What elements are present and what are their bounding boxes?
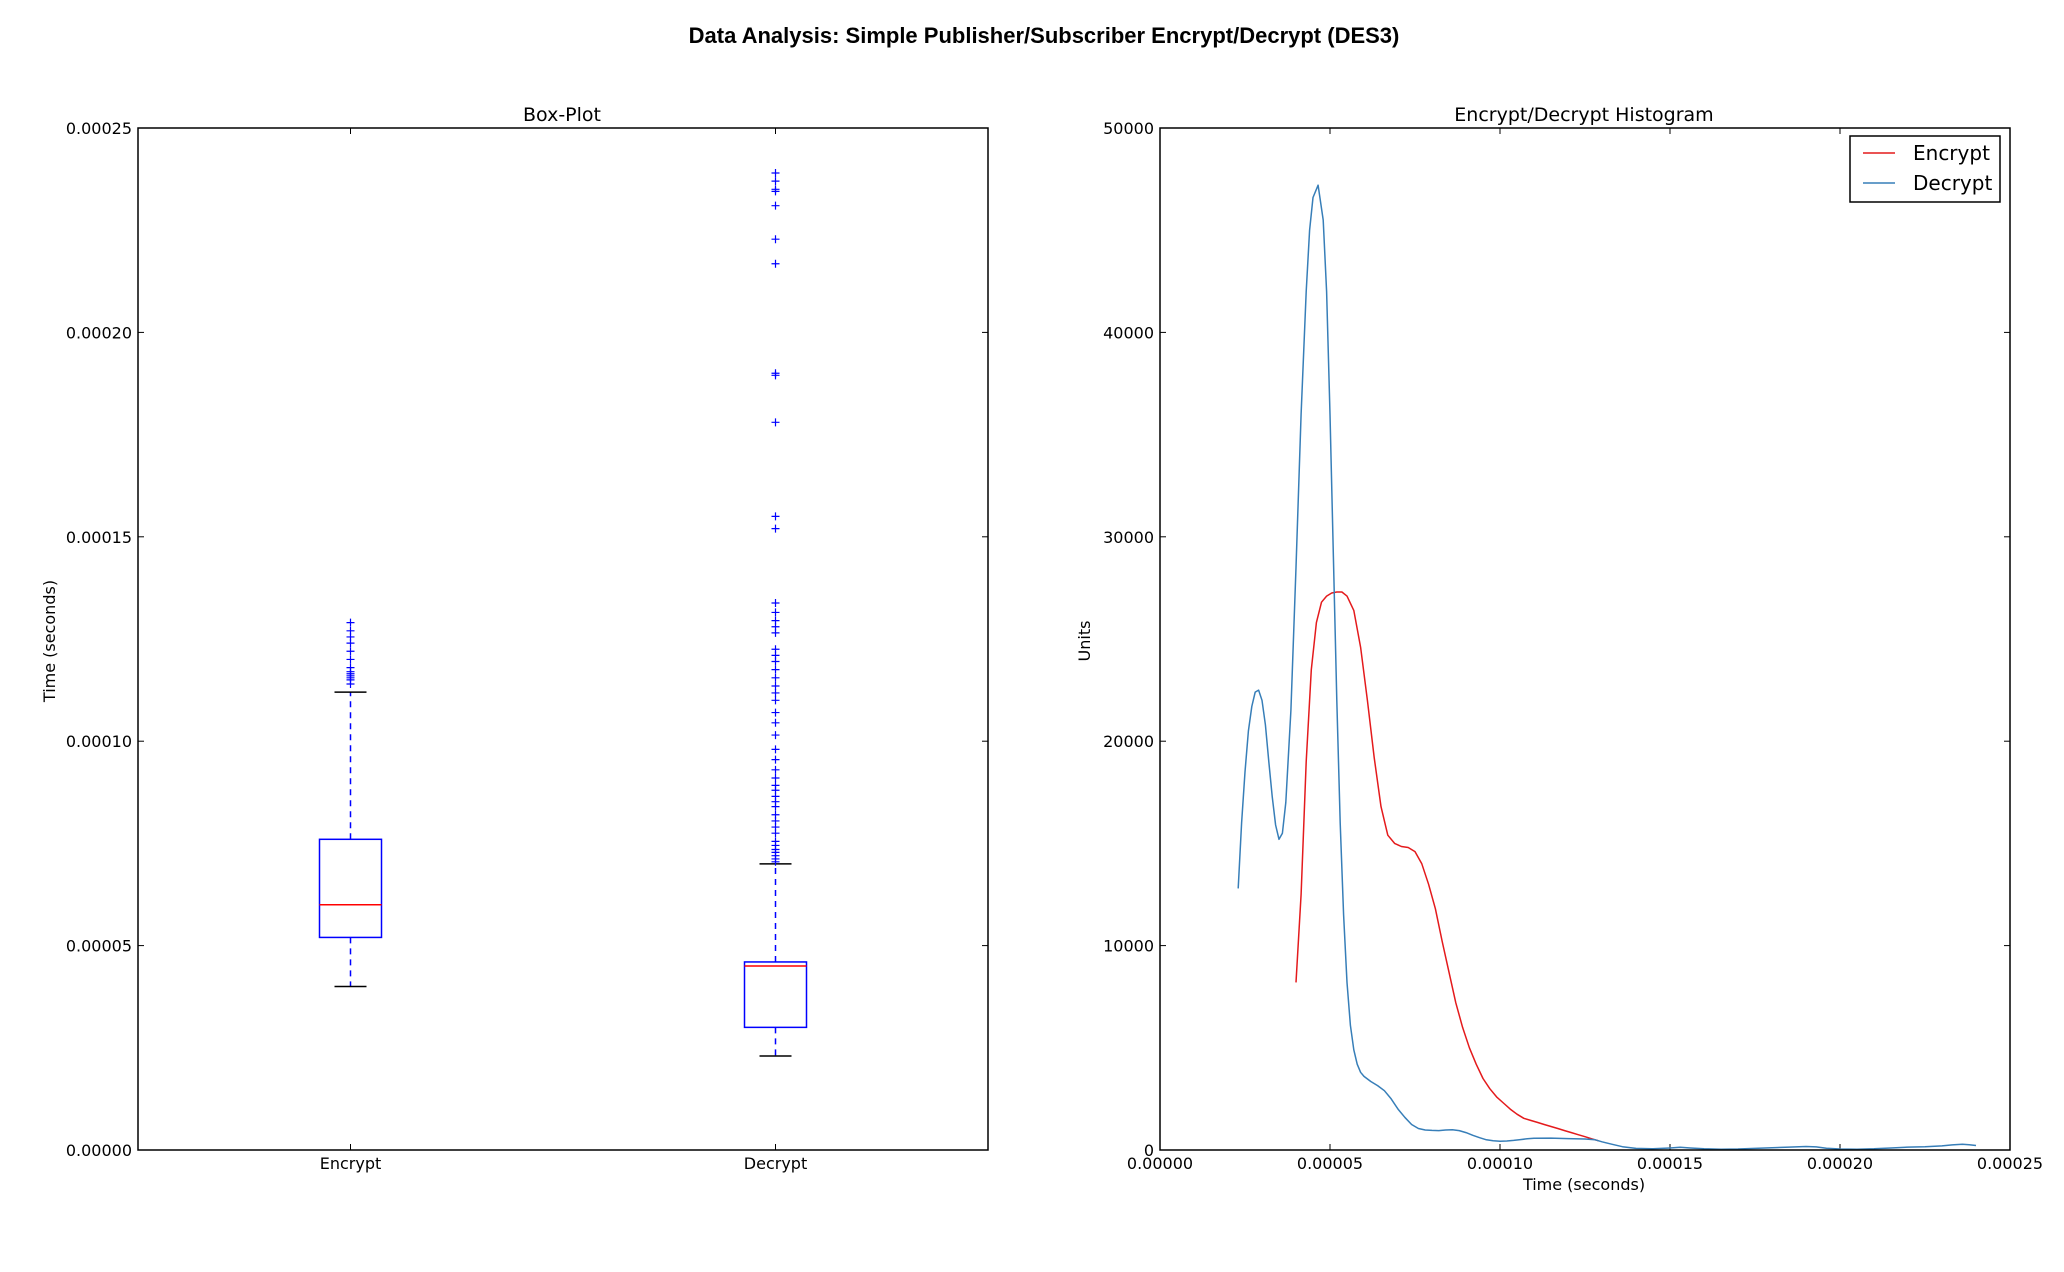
x-tick-label: Decrypt <box>744 1154 807 1173</box>
outlier-point <box>771 608 780 617</box>
legend-label-decrypt: Decrypt <box>1913 171 1992 195</box>
outlier-point <box>771 599 780 608</box>
outlier-point <box>771 512 780 521</box>
box-plot-ticks: 0.00000 0.00005 0.00010 0.00015 0.00020 0.000… <box>66 119 988 1173</box>
x-tick-label: 0.00025 <box>1977 1154 2043 1173</box>
outlier-point <box>771 168 780 177</box>
outlier-point <box>771 418 780 427</box>
outlier-point <box>771 673 780 682</box>
y-tick-label: 30000 <box>1103 528 1154 547</box>
y-tick-label: 0.00000 <box>66 1141 132 1160</box>
histogram-frame <box>1159 127 2011 1151</box>
y-tick-label: 0 <box>1144 1141 1154 1160</box>
histogram-x-axis-label: Time (seconds) <box>1522 1175 1645 1194</box>
box-plot-axes: Box-Plot Time (seconds) 0.000000.000050.… <box>40 104 989 1173</box>
outlier-point <box>346 626 355 635</box>
outlier-point <box>771 837 780 846</box>
outlier-point <box>771 616 780 625</box>
legend: Encrypt Decrypt <box>1849 135 2001 203</box>
legend-box <box>1849 135 2001 203</box>
outlier-point <box>771 810 780 819</box>
histogram-y-axis-label: Units <box>1075 621 1094 662</box>
outlier-point <box>346 655 355 664</box>
outlier-point <box>771 665 780 674</box>
y-tick-label: 0.00020 <box>66 323 132 342</box>
x-tick-label: Encrypt <box>320 1154 382 1173</box>
legend-label-encrypt: Encrypt <box>1913 141 1990 165</box>
outlier-point <box>771 259 780 268</box>
outlier-point <box>771 235 780 244</box>
outlier-point <box>771 201 780 210</box>
histogram-lines <box>1237 184 1977 1150</box>
x-tick-label: 0.00020 <box>1807 1154 1873 1173</box>
y-tick-label: 50000 <box>1103 119 1154 138</box>
x-tick-label: 0.00000 <box>1127 1154 1193 1173</box>
box-plot-y-axis-label: Time (seconds) <box>40 580 59 703</box>
outlier-point <box>771 765 780 774</box>
x-tick-label: 0.00010 <box>1467 1154 1533 1173</box>
outlier-point <box>346 663 355 672</box>
outlier-point <box>771 177 780 186</box>
outlier-point <box>771 185 780 194</box>
outlier-point <box>771 682 780 691</box>
iqr-box <box>743 961 808 1029</box>
box-plot-marks <box>318 168 808 1057</box>
iqr-box <box>318 838 383 939</box>
series-line-encrypt <box>1295 591 1599 1142</box>
box-decrypt <box>743 168 808 1057</box>
outlier-point <box>771 524 780 533</box>
box-plot-title: Box-Plot <box>523 104 601 126</box>
y-tick-label: 0.00010 <box>66 732 132 751</box>
y-tick-label: 40000 <box>1103 323 1154 342</box>
outlier-point <box>346 647 355 656</box>
histogram-axes: Encrypt/Decrypt Histogram Time (seconds)… <box>1075 104 2043 1194</box>
outlier-point <box>346 618 355 627</box>
outlier-point <box>771 755 780 764</box>
figure-title: Data Analysis: Simple Publisher/Subscrib… <box>689 23 1400 48</box>
box-encrypt <box>318 618 383 988</box>
y-tick-label: 0.00015 <box>66 528 132 547</box>
outlier-point <box>771 708 780 717</box>
y-tick-label: 0.00025 <box>66 119 132 138</box>
series-line-decrypt <box>1237 184 1977 1150</box>
outlier-point <box>771 645 780 654</box>
histogram-ticks: 0.00000 0.00005 0.00010 0.00015 0.00020 0.000… <box>1103 119 2043 1173</box>
outlier-point <box>771 781 780 790</box>
outlier-point <box>771 745 780 754</box>
box-plot-frame <box>137 127 989 1151</box>
outlier-point <box>771 731 780 740</box>
x-tick-label: 0.00015 <box>1637 1154 1703 1173</box>
outlier-point <box>771 773 780 782</box>
y-tick-label: 0.00005 <box>66 937 132 956</box>
outlier-point <box>771 718 780 727</box>
histogram-title: Encrypt/Decrypt Histogram <box>1454 104 1713 126</box>
x-tick-label: 0.00005 <box>1297 1154 1363 1173</box>
outlier-point <box>771 696 780 705</box>
y-tick-label: 10000 <box>1103 937 1154 956</box>
y-tick-label: 20000 <box>1103 732 1154 751</box>
outlier-point <box>771 369 780 378</box>
outlier-point <box>771 688 780 697</box>
